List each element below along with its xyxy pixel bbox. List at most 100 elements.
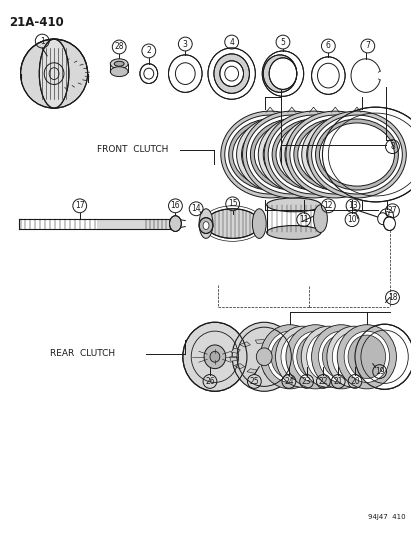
Text: 4: 4 — [229, 37, 233, 46]
Ellipse shape — [214, 54, 249, 93]
Ellipse shape — [347, 335, 385, 378]
Ellipse shape — [266, 198, 320, 212]
Ellipse shape — [315, 119, 397, 190]
Text: 23: 23 — [301, 377, 311, 386]
Ellipse shape — [250, 119, 332, 190]
Ellipse shape — [261, 51, 303, 96]
Ellipse shape — [205, 209, 259, 238]
Ellipse shape — [275, 326, 329, 387]
Ellipse shape — [296, 335, 333, 378]
Ellipse shape — [169, 216, 181, 231]
Ellipse shape — [306, 121, 385, 188]
Ellipse shape — [306, 332, 349, 382]
Ellipse shape — [311, 325, 370, 389]
Ellipse shape — [275, 123, 350, 186]
Ellipse shape — [252, 209, 266, 238]
Ellipse shape — [289, 115, 380, 194]
Ellipse shape — [319, 123, 394, 186]
Ellipse shape — [293, 119, 376, 190]
Ellipse shape — [271, 119, 354, 190]
Polygon shape — [290, 352, 298, 357]
Ellipse shape — [301, 116, 389, 193]
Ellipse shape — [285, 325, 344, 389]
Ellipse shape — [39, 39, 69, 108]
Text: 16: 16 — [170, 201, 180, 211]
Ellipse shape — [241, 121, 320, 188]
Polygon shape — [283, 344, 293, 350]
Ellipse shape — [307, 111, 405, 198]
Ellipse shape — [242, 111, 340, 198]
Ellipse shape — [224, 115, 315, 194]
Text: 21: 21 — [332, 377, 342, 386]
Ellipse shape — [263, 121, 341, 188]
Text: 9: 9 — [383, 211, 388, 220]
Ellipse shape — [297, 123, 372, 186]
Polygon shape — [239, 342, 250, 347]
Text: 28: 28 — [114, 43, 123, 52]
Ellipse shape — [256, 348, 271, 366]
Text: 22: 22 — [318, 377, 328, 386]
Ellipse shape — [280, 332, 324, 382]
Ellipse shape — [219, 61, 243, 86]
Text: 3: 3 — [183, 39, 187, 49]
Ellipse shape — [284, 121, 363, 188]
Ellipse shape — [377, 213, 387, 224]
Polygon shape — [271, 340, 281, 345]
Ellipse shape — [271, 335, 308, 378]
Ellipse shape — [204, 345, 225, 369]
Text: 1: 1 — [40, 37, 45, 45]
Polygon shape — [247, 369, 256, 374]
Ellipse shape — [236, 116, 325, 193]
Text: 10: 10 — [347, 215, 356, 224]
Text: 8: 8 — [389, 142, 394, 151]
Polygon shape — [255, 340, 263, 343]
Ellipse shape — [110, 67, 128, 77]
Text: REAR  CLUTCH: REAR CLUTCH — [50, 349, 115, 358]
Ellipse shape — [232, 322, 296, 391]
Ellipse shape — [228, 119, 311, 190]
Ellipse shape — [220, 111, 319, 198]
Ellipse shape — [260, 325, 319, 389]
Ellipse shape — [266, 331, 312, 382]
Ellipse shape — [311, 57, 344, 94]
Ellipse shape — [263, 111, 362, 198]
Ellipse shape — [318, 331, 363, 382]
Text: 12: 12 — [323, 201, 332, 211]
Text: 25: 25 — [249, 377, 259, 386]
Text: FRONT  CLUTCH: FRONT CLUTCH — [96, 145, 168, 154]
Ellipse shape — [322, 107, 413, 202]
Ellipse shape — [168, 55, 202, 92]
Ellipse shape — [114, 61, 124, 66]
Ellipse shape — [246, 115, 337, 194]
Polygon shape — [229, 357, 237, 361]
Ellipse shape — [337, 325, 396, 389]
Ellipse shape — [268, 58, 296, 90]
Ellipse shape — [258, 116, 346, 193]
Ellipse shape — [199, 209, 212, 238]
Ellipse shape — [313, 205, 327, 232]
Ellipse shape — [21, 39, 88, 108]
Text: 11: 11 — [298, 215, 308, 224]
FancyBboxPatch shape — [97, 219, 175, 229]
Text: 21A-410: 21A-410 — [9, 17, 63, 29]
Text: 26: 26 — [205, 377, 214, 386]
Text: 13: 13 — [347, 201, 357, 211]
Text: 27: 27 — [387, 206, 396, 215]
Ellipse shape — [354, 324, 413, 389]
Text: 6: 6 — [325, 42, 330, 51]
Ellipse shape — [292, 331, 337, 382]
Ellipse shape — [266, 225, 320, 239]
Ellipse shape — [232, 123, 307, 186]
Polygon shape — [230, 348, 240, 353]
Text: 20: 20 — [349, 377, 359, 386]
Ellipse shape — [202, 222, 209, 230]
Ellipse shape — [279, 116, 368, 193]
Ellipse shape — [311, 115, 401, 194]
Polygon shape — [263, 370, 273, 374]
Ellipse shape — [326, 326, 380, 387]
Text: 24: 24 — [283, 377, 293, 386]
Ellipse shape — [301, 326, 355, 387]
Text: 5: 5 — [280, 37, 285, 46]
Ellipse shape — [263, 55, 296, 92]
Ellipse shape — [332, 332, 375, 382]
